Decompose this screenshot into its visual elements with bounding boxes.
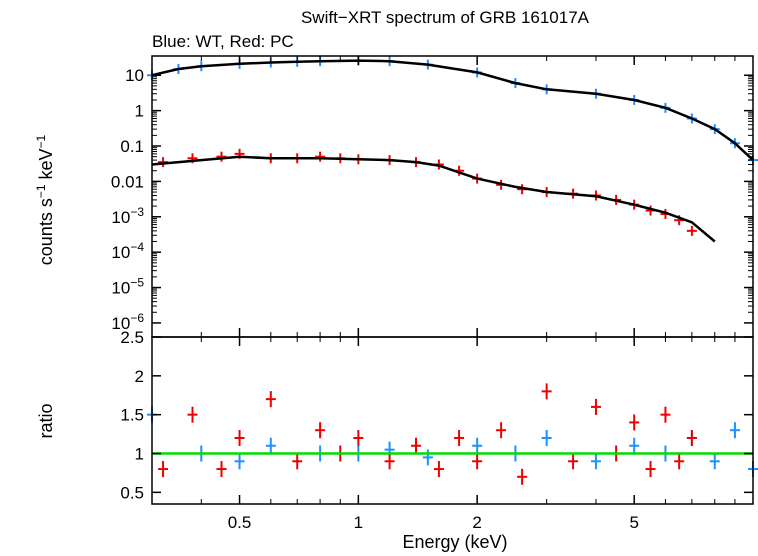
lower-y-tick-label-3: 1 bbox=[135, 445, 144, 464]
series-wt_model-line bbox=[151, 59, 754, 162]
data-point-pc_ratio-13 bbox=[472, 453, 483, 470]
lower-y-tick-label-0: 2.5 bbox=[120, 328, 144, 347]
lower-y-axis-label: ratio bbox=[36, 403, 56, 438]
upper-y-axis-label-sup1: −1 bbox=[34, 184, 48, 198]
lower-y-tick-label-1: 2 bbox=[135, 367, 144, 386]
data-point-pc_ratio-3 bbox=[234, 429, 245, 446]
data-point-wt_ratio-3 bbox=[265, 437, 276, 454]
data-point-pc_ratio-21 bbox=[645, 461, 656, 478]
data-point-wt_ratio-16 bbox=[729, 422, 740, 439]
data-point-wt_ratio-12 bbox=[629, 437, 640, 454]
data-point-pc_ratio-14 bbox=[496, 422, 507, 439]
upper-series-layer bbox=[147, 55, 758, 243]
upper-y-tick-label-7: 10−6 bbox=[111, 311, 144, 333]
x-tick-label-0: 0.5 bbox=[228, 513, 252, 532]
data-point-pc_ratio-1 bbox=[187, 406, 198, 423]
data-point-pc_ratio-0 bbox=[158, 461, 169, 478]
data-point-wt_ratio-11 bbox=[590, 453, 601, 470]
upper-y-tick-label-2: 0.1 bbox=[120, 137, 144, 156]
upper-y-tick-label-5: 10−4 bbox=[111, 240, 144, 262]
data-point-pc_ratio-10 bbox=[411, 437, 422, 454]
data-point-pc_ratio-18 bbox=[590, 398, 601, 415]
data-point-pc_ratio-2 bbox=[216, 461, 227, 478]
data-point-wt_ratio-10 bbox=[541, 429, 552, 446]
data-point-pc_ratio-5 bbox=[292, 453, 303, 470]
x-tick-label-2: 2 bbox=[472, 513, 481, 532]
upper-y-axis-label-sup2: −1 bbox=[34, 134, 48, 148]
data-point-pc_ratio-23 bbox=[674, 453, 685, 470]
upper-y-tick-label-1: 1 bbox=[135, 102, 144, 121]
x-tick-label-3: 5 bbox=[629, 513, 638, 532]
upper-y-tick-label-3: 0.01 bbox=[111, 172, 144, 191]
data-point-pc_ratio-6 bbox=[315, 422, 326, 439]
x-axis-label: Energy (keV) bbox=[402, 532, 507, 552]
data-point-pc_ratio-20 bbox=[629, 414, 640, 431]
data-point-pc_ratio-11 bbox=[433, 461, 444, 478]
chart-title: Swift−XRT spectrum of GRB 161017A bbox=[301, 8, 590, 27]
data-point-pc_ratio-22 bbox=[660, 406, 671, 423]
lower-y-tick-label-2: 1.5 bbox=[120, 406, 144, 425]
lower-series-layer bbox=[147, 383, 758, 485]
data-point-pc_ratio-12 bbox=[454, 429, 465, 446]
upper-y-axis-label-mid: keV bbox=[36, 148, 56, 184]
series-pc_model-line bbox=[151, 155, 716, 243]
upper-plot-frame bbox=[151, 55, 754, 338]
data-point-pc_ratio-15 bbox=[517, 468, 528, 485]
data-point-pc_ratio-17 bbox=[568, 453, 579, 470]
data-point-wt_ratio-7 bbox=[422, 449, 433, 466]
data-point-pc_ratio-9 bbox=[384, 453, 395, 470]
upper-axis-ticks: 10 1 0.1 0.01 10−3 10−4 10−5 10−6 bbox=[111, 66, 753, 333]
data-point-pc-6 bbox=[315, 151, 326, 162]
lower-y-tick-label-4: 0.5 bbox=[120, 483, 144, 502]
x-tick-label-1: 1 bbox=[354, 513, 363, 532]
upper-y-tick-label-6: 10−5 bbox=[111, 276, 144, 298]
data-point-pc-2 bbox=[216, 151, 227, 162]
upper-y-axis-label: counts s−1 keV−1 bbox=[34, 134, 56, 265]
data-point-pc_ratio-4 bbox=[265, 391, 276, 408]
data-point-pc_ratio-16 bbox=[541, 383, 552, 400]
lower-plot-frame bbox=[151, 336, 754, 505]
chart-subtitle: Blue: WT, Red: PC bbox=[152, 32, 294, 51]
data-point-pc-24 bbox=[686, 225, 697, 236]
upper-y-axis-label-main: counts s bbox=[36, 198, 56, 265]
lower-axis-ticks: 2.5 2 1.5 1 0.5 0.5 1 2 5 bbox=[120, 56, 753, 532]
data-point-wt_ratio-15 bbox=[709, 453, 720, 470]
data-point-wt_ratio-8 bbox=[472, 437, 483, 454]
data-point-wt_ratio-2 bbox=[234, 453, 245, 470]
upper-y-tick-label-0: 10 bbox=[125, 66, 144, 85]
data-point-pc_ratio-8 bbox=[353, 429, 364, 446]
upper-y-tick-label-4: 10−3 bbox=[111, 205, 144, 227]
data-point-pc_ratio-24 bbox=[686, 429, 697, 446]
